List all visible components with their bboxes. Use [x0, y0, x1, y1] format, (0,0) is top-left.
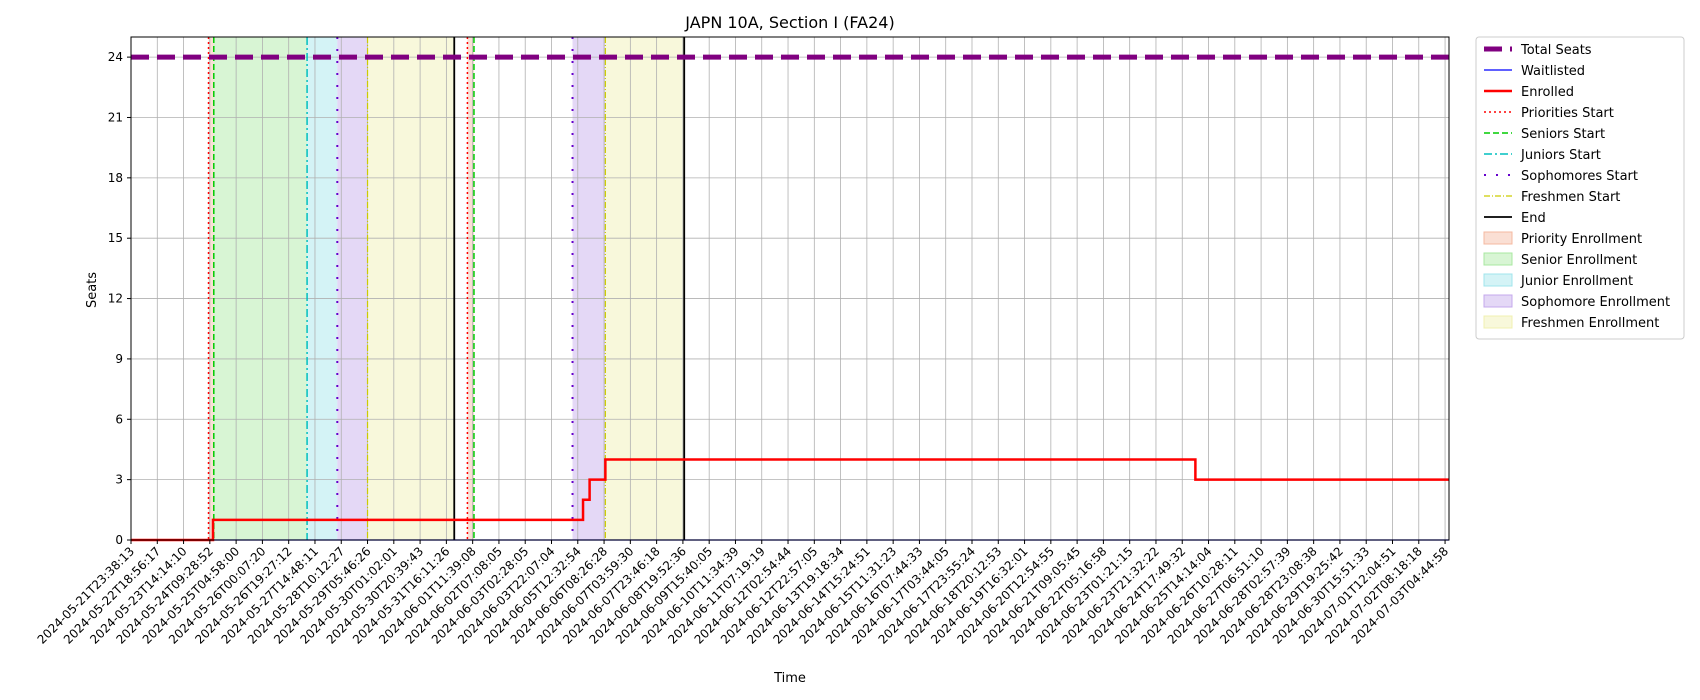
legend-label: Freshmen Start [1521, 190, 1620, 205]
legend-label: Sophomore Enrollment [1521, 295, 1670, 310]
legend-label: Senior Enrollment [1521, 253, 1637, 268]
y-axis-label: Seats [85, 272, 100, 308]
legend-swatch [1483, 252, 1513, 266]
legend-label: Priority Enrollment [1521, 232, 1642, 247]
junior-enrollment-span [307, 37, 338, 540]
freshmen-enrollment-span [367, 37, 455, 540]
enrolled-series [131, 458, 1449, 542]
legend-label: Priorities Start [1521, 106, 1614, 121]
legend-swatch [1483, 294, 1513, 308]
y-tick-label: 24 [108, 50, 123, 64]
y-tick-label: 9 [115, 352, 123, 366]
priority-enrollment-span [208, 37, 214, 540]
legend-swatch [1483, 231, 1513, 245]
legend-label: Freshmen Enrollment [1521, 316, 1659, 331]
legend-label: Juniors Start [1520, 148, 1601, 163]
legend-swatch [1483, 315, 1513, 329]
legend-label: Enrolled [1521, 85, 1574, 100]
legend-label: Junior Enrollment [1520, 274, 1633, 289]
y-tick-label: 0 [115, 533, 123, 547]
y-tick-label: 18 [108, 171, 123, 185]
y-tick-label: 6 [115, 412, 123, 426]
legend-label: Waitlisted [1521, 64, 1585, 79]
x-axis-label: Time [773, 671, 806, 686]
legend-label: Sophomores Start [1521, 169, 1638, 184]
legend-box [1475, 36, 1685, 340]
senior-enrollment-span [213, 37, 308, 540]
y-tick-label: 3 [115, 473, 123, 487]
plot-area: 036912151821242024-05-21T23:38:132024-05… [35, 36, 1451, 647]
legend-label: Seniors Start [1521, 127, 1605, 142]
priority-enrollment-span [467, 37, 474, 540]
legend-label: Total Seats [1520, 43, 1592, 58]
legend-label: End [1521, 211, 1546, 226]
plot-background [131, 37, 1449, 540]
y-tick-label: 15 [108, 231, 123, 245]
sophomore-enrollment-span [337, 37, 368, 540]
legend-swatch [1483, 273, 1513, 287]
legend: Total Seats Waitlisted Enrolled Priorities … [1475, 36, 1685, 340]
axes-frame [130, 36, 1450, 541]
freshmen-enrollment-span [605, 37, 685, 540]
y-tick-label: 21 [108, 110, 123, 124]
y-tick-label: 12 [108, 292, 123, 306]
chart-title: JAPN 10A, Section I (FA24) [684, 13, 894, 32]
